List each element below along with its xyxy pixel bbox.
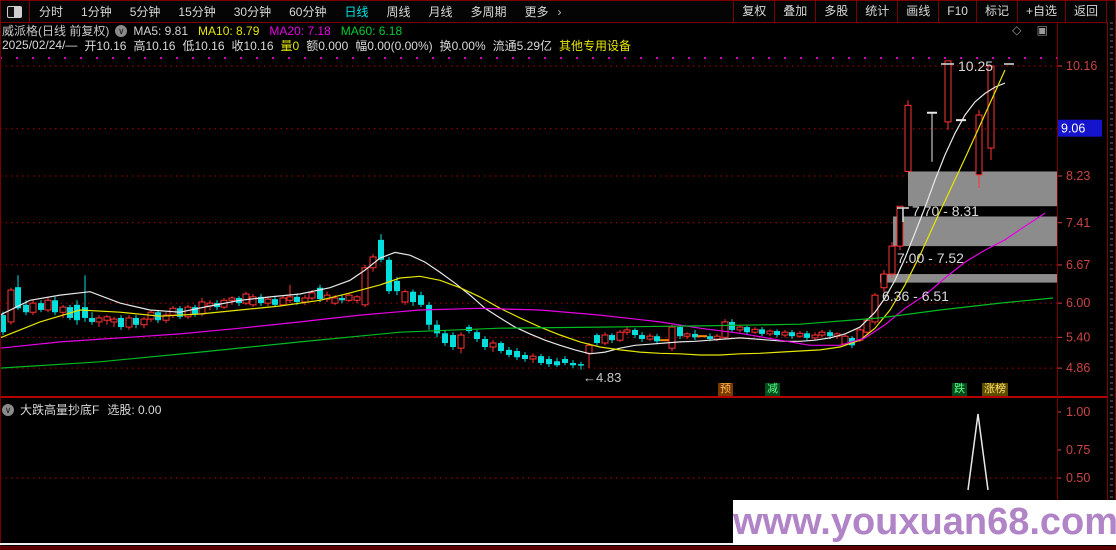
event-badge-涨榜[interactable]: 涨榜 xyxy=(982,383,1008,396)
menu-item-3[interactable]: 15分钟 xyxy=(178,5,216,19)
main-chart-canvas[interactable]: 10.16 9.06 8.23 7.41 6.67 6.00 5.40 4.86 7.70 - … xyxy=(0,53,1116,398)
info-segment-7: 幅0.00(0.00%) xyxy=(355,38,433,53)
svg-text:4.86: 4.86 xyxy=(1066,361,1090,375)
toolbar-button-6[interactable]: 标记 xyxy=(977,1,1018,22)
ma-value-2: MA20: 7.18 xyxy=(269,23,331,38)
chart-corner-icons[interactable]: ◇ ▣ xyxy=(1012,23,1054,37)
svg-text:1.00: 1.00 xyxy=(1066,405,1090,419)
right-panel-border-line xyxy=(1107,22,1108,543)
window-left-border xyxy=(0,0,1,550)
svg-text:9.06: 9.06 xyxy=(1061,122,1085,136)
chevron-down-icon[interactable]: ∨ xyxy=(115,24,128,37)
info-segment-2: 高10.16 xyxy=(133,38,176,53)
menu-item-10[interactable]: 更多 xyxy=(524,5,549,19)
menu-item-6[interactable]: 日线 xyxy=(344,5,369,19)
info-segment-10: 其他专用设备 xyxy=(559,38,632,53)
toolbar-button-7[interactable]: +自选 xyxy=(1018,1,1066,22)
info-segment-5: 量0 xyxy=(280,38,300,53)
title-row: 威派格(日线 前复权) ∨ MA5: 9.81 MA10: 8.79 MA20: 7… xyxy=(2,23,1052,39)
svg-text:6.67: 6.67 xyxy=(1066,258,1090,272)
menu-item-0[interactable]: 分时 xyxy=(39,5,64,19)
toolbar-button-0[interactable]: 复权 xyxy=(734,1,776,22)
menu-item-1[interactable]: 1分钟 xyxy=(81,5,112,19)
toolbar-button-2[interactable]: 多股 xyxy=(816,1,858,22)
svg-text:7.70 - 8.31: 7.70 - 8.31 xyxy=(912,203,979,219)
period-menu: 分时 1分钟 5分钟 15分钟 30分钟 60分钟 日线 周线 月线 多周期 更多 xyxy=(30,1,558,22)
chevron-down-icon[interactable]: ∨ xyxy=(2,403,14,416)
more-chevron-icon[interactable]: › xyxy=(557,4,562,19)
axis-border-line xyxy=(1057,22,1058,543)
toolbar-button-3[interactable]: 统计 xyxy=(857,1,899,22)
svg-text:0.75: 0.75 xyxy=(1066,443,1090,457)
indicator-name[interactable]: 大跌高量抄底F xyxy=(20,403,100,417)
ma-value-1: MA10: 8.79 xyxy=(198,23,260,38)
svg-text:6.36 - 6.51: 6.36 - 6.51 xyxy=(882,288,949,304)
event-badge-减[interactable]: 减 xyxy=(765,383,780,396)
info-segment-4: 收10.16 xyxy=(231,38,274,53)
toolbar-button-4[interactable]: 画线 xyxy=(898,1,940,22)
svg-text:5.40: 5.40 xyxy=(1066,330,1090,344)
event-badge-跌[interactable]: 跌 xyxy=(952,383,967,396)
toolbar-button-8[interactable]: 返回 xyxy=(1066,1,1107,22)
sub-chart-canvas[interactable]: 1.00 0.75 0.50 xyxy=(0,398,1116,543)
svg-text:0.50: 0.50 xyxy=(1066,471,1090,485)
ma-value-0: MA5: 9.81 xyxy=(133,23,189,38)
panel-divider[interactable] xyxy=(0,396,1107,398)
divider xyxy=(29,1,30,22)
toolbar-button-1[interactable]: 叠加 xyxy=(775,1,817,22)
toolbar-buttons: 复权 叠加 多股 统计 画线 F10 标记 +自选 返回 xyxy=(733,1,1107,22)
bottom-border xyxy=(0,546,1116,550)
svg-text:10.25: 10.25 xyxy=(958,58,993,74)
menu-item-9[interactable]: 多周期 xyxy=(470,5,507,19)
svg-text:10.16: 10.16 xyxy=(1066,59,1097,73)
svg-text:7.41: 7.41 xyxy=(1066,216,1090,230)
menu-item-4[interactable]: 30分钟 xyxy=(233,5,272,19)
ohlc-info-row: 2025/02/24/— 开10.16 高10.16 低10.16 收10.16 量0 额0… xyxy=(2,38,1052,53)
stock-title: 威派格(日线 前复权) xyxy=(2,24,110,38)
svg-text:6.00: 6.00 xyxy=(1066,296,1090,310)
svg-text:8.23: 8.23 xyxy=(1066,169,1090,183)
bottom-scroll-line[interactable] xyxy=(0,543,733,545)
window-icon[interactable] xyxy=(7,5,22,18)
menu-item-8[interactable]: 月线 xyxy=(428,5,453,19)
menu-item-5[interactable]: 60分钟 xyxy=(289,5,327,19)
event-badge-预[interactable]: 预 xyxy=(718,383,733,396)
indicator-select-value: 选股: 0.00 xyxy=(107,403,162,417)
info-segment-3: 低10.16 xyxy=(182,38,225,53)
svg-text:←4.83: ←4.83 xyxy=(583,370,621,385)
menu-item-2[interactable]: 5分钟 xyxy=(129,5,161,19)
svg-text:7.00 - 7.52: 7.00 - 7.52 xyxy=(897,250,964,266)
info-segment-0: 2025/02/24/— xyxy=(2,38,78,52)
toolbar-button-5[interactable]: F10 xyxy=(939,1,977,22)
menu-item-7[interactable]: 周线 xyxy=(386,5,411,19)
ma-legend: MA5: 9.81 MA10: 8.79 MA20: 7.18 MA60: 6.18 xyxy=(133,24,412,38)
info-segment-6: 额0.000 xyxy=(306,38,349,53)
top-menu-bar: 分时 1分钟 5分钟 15分钟 30分钟 60分钟 日线 周线 月线 多周期 更多 › 复权 叠加 多股… xyxy=(0,0,1116,23)
info-segment-8: 换0.00% xyxy=(439,38,486,53)
indicator-header: ∨ 大跌高量抄底F 选股: 0.00 xyxy=(2,401,161,418)
info-segment-9: 流通5.29亿 xyxy=(492,38,553,53)
info-segment-1: 开10.16 xyxy=(84,38,127,53)
ma-value-3: MA60: 6.18 xyxy=(340,23,403,38)
right-edge-strip[interactable] xyxy=(1108,22,1115,543)
watermark: www.youxuan68.com xyxy=(733,500,1116,545)
